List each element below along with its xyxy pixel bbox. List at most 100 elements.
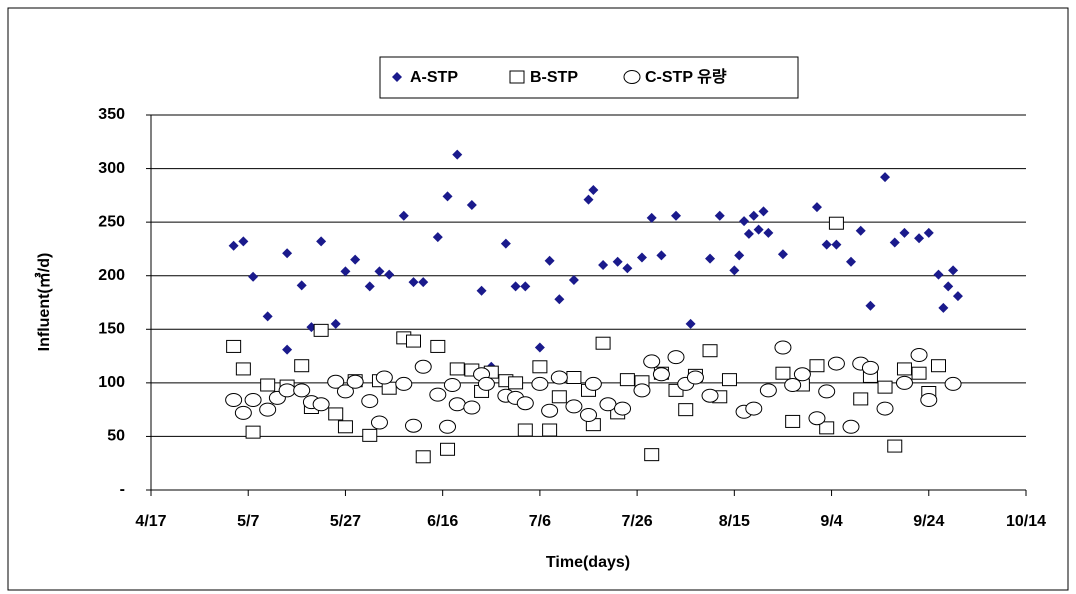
y-tick-label: 350 — [98, 106, 125, 123]
point — [827, 356, 845, 371]
point — [895, 375, 913, 390]
point — [667, 350, 685, 365]
point — [818, 384, 836, 399]
point — [278, 383, 296, 398]
point — [943, 281, 954, 292]
point — [476, 285, 487, 296]
point — [406, 334, 421, 348]
point — [466, 200, 477, 210]
point — [705, 253, 716, 264]
point — [534, 342, 545, 353]
point — [418, 277, 429, 288]
point — [793, 367, 811, 382]
y-tick-label: 50 — [107, 428, 125, 445]
point — [517, 423, 533, 437]
point — [831, 239, 842, 250]
point — [361, 394, 379, 409]
point — [566, 371, 582, 384]
point — [633, 383, 651, 398]
point — [520, 281, 531, 292]
legend-marker — [509, 70, 525, 84]
point — [739, 216, 750, 227]
point — [544, 255, 555, 266]
point — [721, 373, 737, 387]
point — [294, 359, 310, 373]
point — [568, 275, 579, 285]
legend-box — [379, 56, 799, 99]
point — [599, 397, 617, 412]
point — [671, 210, 681, 221]
point — [384, 269, 395, 280]
point — [914, 233, 925, 244]
x-tick-label: 7/26 — [622, 513, 653, 530]
point — [408, 277, 419, 288]
y-tick-label: 250 — [98, 213, 125, 230]
point — [565, 399, 583, 414]
point — [432, 232, 443, 243]
point — [228, 240, 239, 251]
point — [584, 376, 602, 391]
point — [910, 348, 928, 362]
point — [923, 227, 934, 238]
point — [336, 384, 354, 399]
point — [415, 450, 431, 464]
point — [340, 266, 351, 277]
point — [846, 256, 856, 267]
point — [282, 344, 293, 355]
point — [554, 294, 565, 305]
point — [745, 401, 763, 416]
point — [656, 250, 667, 261]
point — [877, 380, 893, 394]
point — [643, 354, 661, 369]
y-tick-label: 300 — [98, 160, 125, 177]
point — [542, 423, 558, 437]
point — [774, 340, 792, 355]
x-tick-label: 5/27 — [330, 513, 361, 530]
point — [328, 407, 344, 421]
point — [785, 414, 801, 428]
point — [729, 265, 740, 276]
point — [748, 210, 759, 221]
point — [598, 260, 609, 270]
point — [821, 239, 832, 250]
x-tick-label: 9/24 — [913, 513, 944, 530]
point — [551, 390, 567, 404]
point — [652, 367, 670, 382]
point — [234, 405, 252, 420]
point — [842, 419, 860, 434]
point — [448, 397, 466, 412]
point — [952, 291, 963, 302]
point — [759, 383, 777, 398]
point — [686, 370, 704, 385]
point — [449, 362, 465, 376]
point — [430, 339, 446, 353]
point — [374, 266, 385, 277]
point — [828, 216, 844, 230]
point — [443, 378, 461, 392]
point — [588, 185, 599, 195]
point — [580, 408, 597, 422]
point — [452, 149, 463, 160]
y-tick-label: 100 — [98, 374, 125, 391]
point — [775, 366, 791, 380]
point — [855, 225, 866, 236]
point — [395, 376, 413, 391]
point — [853, 392, 869, 406]
point — [245, 425, 261, 439]
point — [938, 302, 949, 313]
point — [622, 263, 633, 274]
point — [734, 250, 745, 261]
x-tick-label: 9/4 — [820, 513, 842, 530]
chart-border — [7, 7, 1069, 591]
legend-label: C-STP 유량 — [645, 67, 727, 86]
point — [259, 402, 277, 417]
point — [439, 419, 457, 434]
point — [312, 397, 330, 412]
point — [429, 387, 447, 402]
point — [414, 359, 432, 374]
point — [313, 323, 329, 337]
point — [235, 362, 251, 376]
point — [282, 248, 293, 259]
point — [678, 403, 694, 417]
